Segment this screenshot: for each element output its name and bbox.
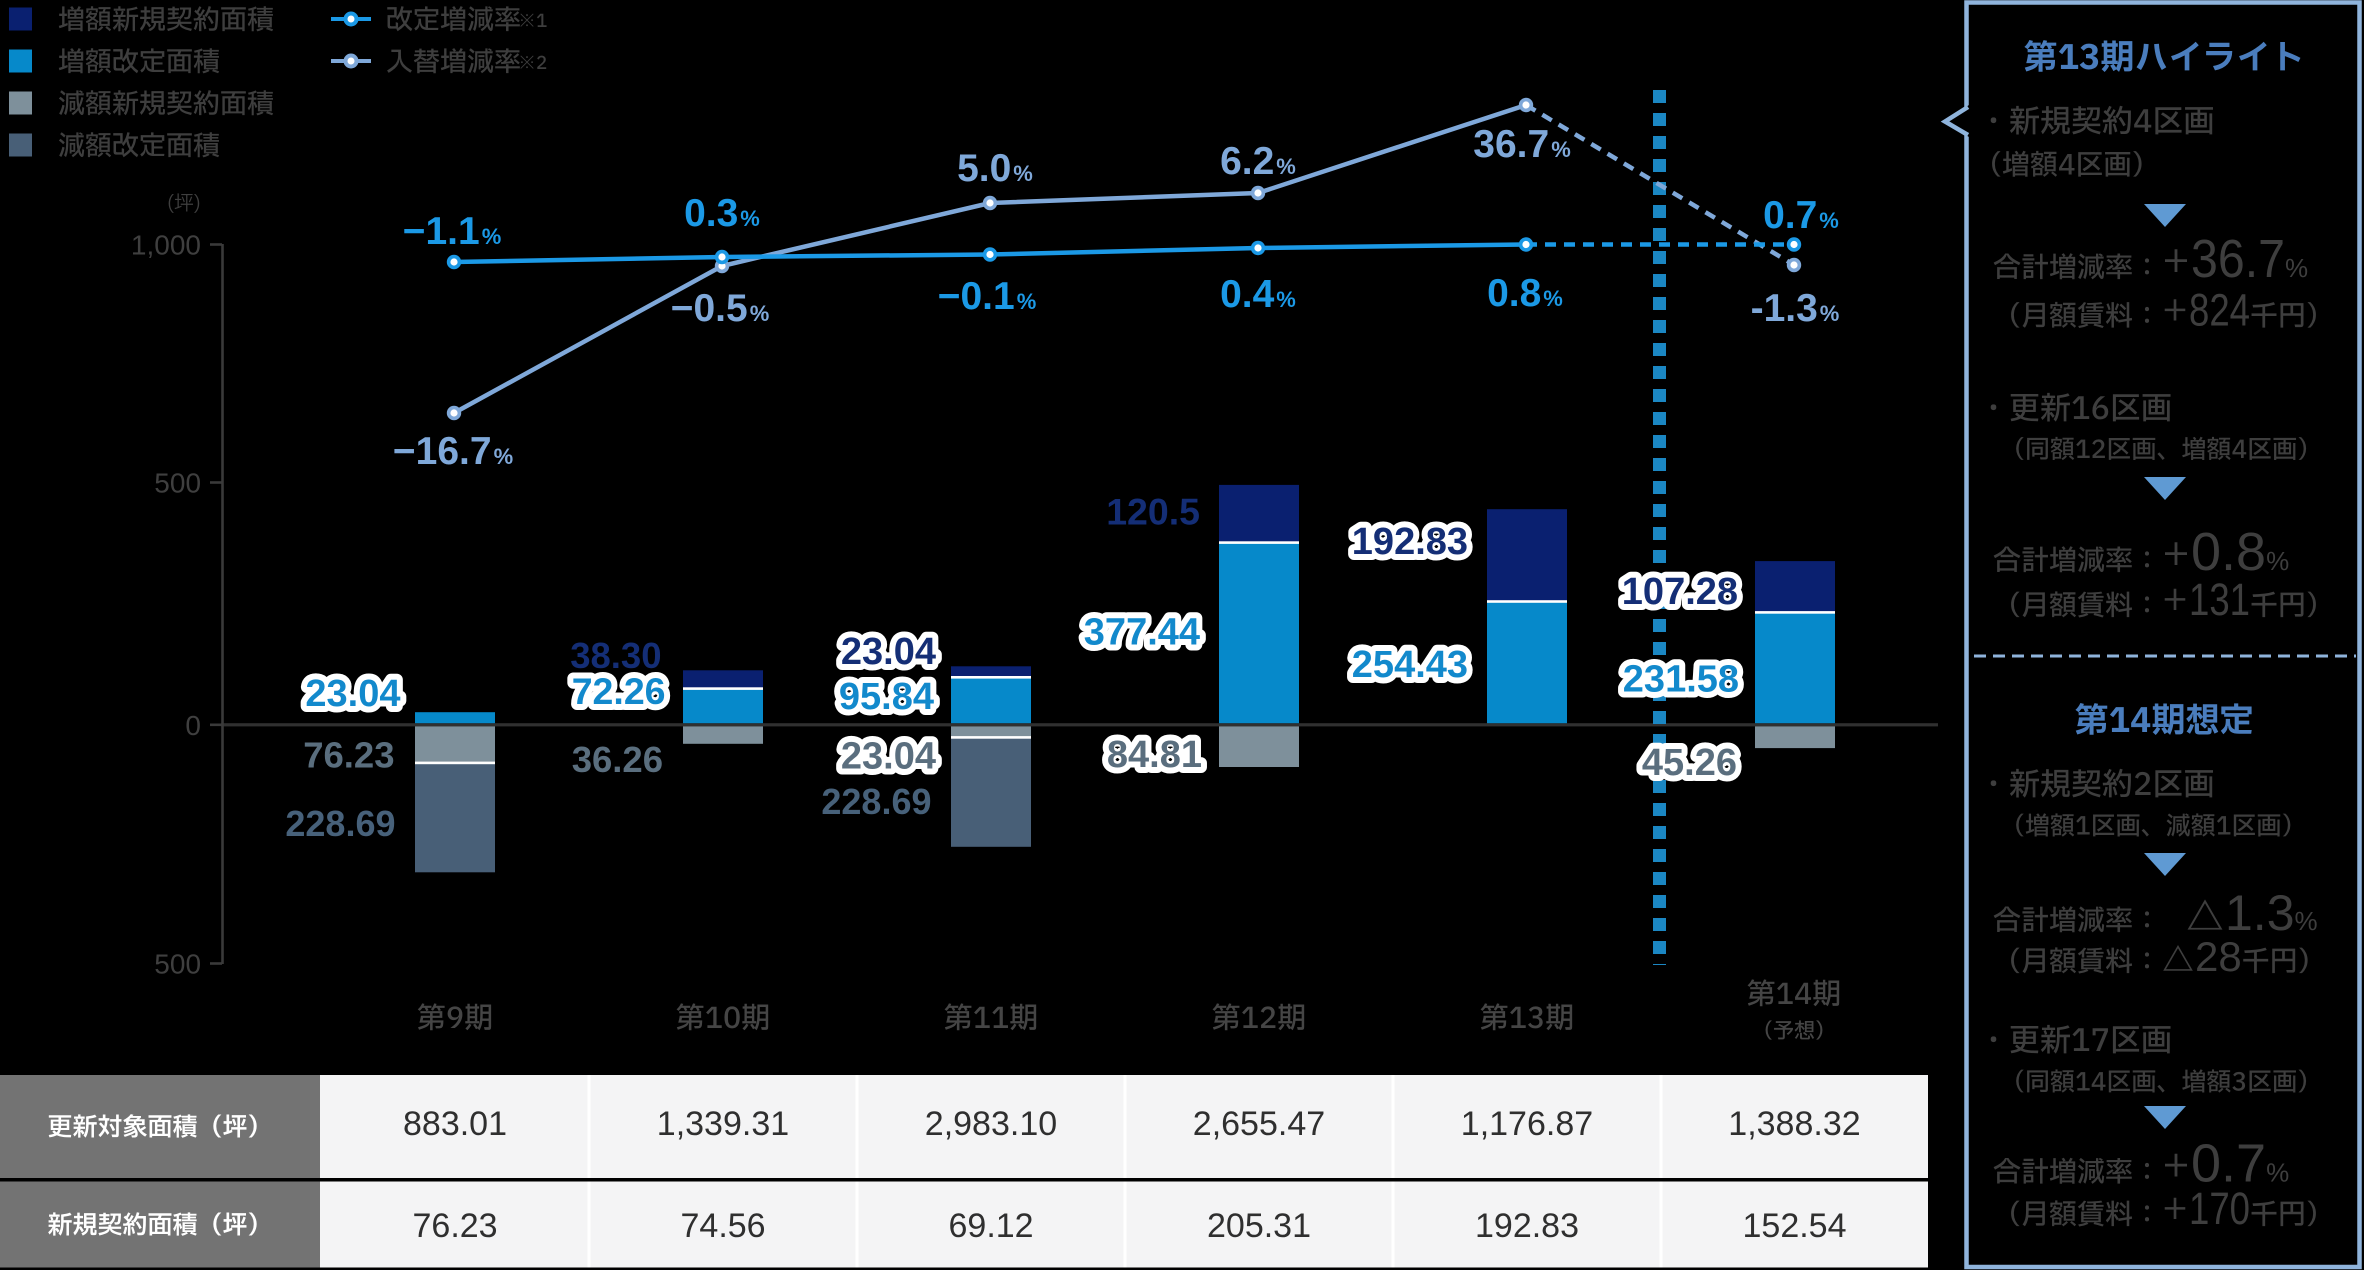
svg-text:%: %: [1017, 289, 1037, 314]
svg-text:%: %: [1543, 286, 1563, 311]
svg-text:107.28: 107.28: [1622, 571, 1738, 613]
svg-text:0: 0: [185, 710, 201, 741]
svg-text:1,388.32: 1,388.32: [1728, 1105, 1860, 1143]
svg-text:120.5: 120.5: [1106, 491, 1200, 533]
svg-text:74.56: 74.56: [681, 1207, 766, 1245]
svg-text:23.04: 23.04: [305, 673, 400, 715]
svg-text:0.7: 0.7: [1763, 194, 1817, 237]
svg-text:38.30: 38.30: [570, 635, 661, 676]
svg-text:500: 500: [154, 468, 201, 499]
svg-text:%: %: [740, 206, 760, 231]
svg-text:824: 824: [2189, 285, 2250, 336]
svg-text:377.44: 377.44: [1084, 612, 1200, 654]
svg-text:69.12: 69.12: [949, 1207, 1034, 1245]
svg-text:0.8: 0.8: [2191, 522, 2266, 582]
svg-text:%: %: [1551, 137, 1571, 162]
svg-text:36.7: 36.7: [1473, 123, 1549, 166]
svg-text:%: %: [1276, 287, 1296, 312]
svg-text:0.4: 0.4: [1220, 273, 1275, 316]
svg-text:−1.1: −1.1: [403, 210, 480, 253]
svg-text:0.8: 0.8: [1487, 272, 1541, 315]
svg-text:76.23: 76.23: [303, 735, 394, 776]
svg-text:%: %: [2285, 253, 2308, 283]
svg-text:1,176.87: 1,176.87: [1461, 1105, 1593, 1143]
svg-text:500: 500: [154, 949, 201, 980]
svg-text:23.04: 23.04: [841, 736, 936, 778]
svg-text:228.69: 228.69: [821, 781, 931, 822]
svg-text:%: %: [1276, 154, 1296, 179]
svg-text:%: %: [494, 444, 514, 469]
svg-text:152.54: 152.54: [1743, 1207, 1847, 1245]
svg-text:2,983.10: 2,983.10: [925, 1105, 1057, 1143]
svg-text:6.2: 6.2: [1220, 140, 1274, 183]
svg-text:228.69: 228.69: [285, 803, 395, 844]
svg-text:1,000: 1,000: [131, 230, 201, 261]
svg-text:131: 131: [2189, 574, 2250, 625]
svg-text:76.23: 76.23: [413, 1207, 498, 1245]
svg-text:%: %: [2295, 906, 2318, 936]
svg-text:95.84: 95.84: [839, 676, 934, 718]
svg-text:45.26: 45.26: [1642, 742, 1737, 784]
svg-text:1,339.31: 1,339.31: [657, 1105, 789, 1143]
svg-text:0.3: 0.3: [684, 192, 738, 235]
svg-text:231.58: 231.58: [1623, 659, 1739, 701]
svg-text:%: %: [1013, 161, 1033, 186]
svg-text:−0.5: −0.5: [671, 287, 748, 330]
svg-text:205.31: 205.31: [1207, 1207, 1311, 1245]
svg-text:−16.7: −16.7: [393, 430, 492, 473]
svg-text:170: 170: [2189, 1183, 2250, 1234]
svg-text:%: %: [1820, 301, 1840, 326]
svg-text:1.3: 1.3: [2225, 885, 2295, 941]
svg-text:%: %: [482, 224, 502, 249]
svg-text:%: %: [750, 301, 770, 326]
svg-text:883.01: 883.01: [403, 1105, 507, 1143]
svg-text:-1.3: -1.3: [1751, 287, 1818, 330]
svg-text:192.83: 192.83: [1475, 1207, 1579, 1245]
svg-text:36.26: 36.26: [572, 739, 663, 780]
svg-text:84.81: 84.81: [1107, 734, 1202, 776]
svg-text:28: 28: [2195, 933, 2242, 980]
svg-text:23.04: 23.04: [841, 631, 936, 673]
svg-text:0.7: 0.7: [2191, 1134, 2266, 1194]
svg-text:254.43: 254.43: [1352, 644, 1468, 686]
svg-text:5.0: 5.0: [957, 147, 1011, 190]
svg-text:−0.1: −0.1: [938, 275, 1015, 318]
svg-text:%: %: [1819, 208, 1839, 233]
svg-text:%: %: [2266, 546, 2289, 576]
svg-text:72.26: 72.26: [572, 670, 666, 712]
svg-text:192.83: 192.83: [1352, 521, 1468, 563]
svg-text:%: %: [2266, 1158, 2289, 1188]
svg-text:36.7: 36.7: [2191, 229, 2285, 289]
svg-text:2,655.47: 2,655.47: [1193, 1105, 1325, 1143]
